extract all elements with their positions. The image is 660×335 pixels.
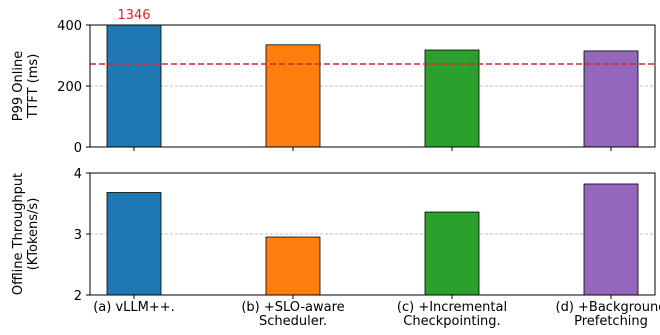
bar bbox=[424, 49, 480, 147]
y-axis-label: TTFT (ms) bbox=[26, 54, 41, 120]
y-tick-label: 200 bbox=[57, 80, 82, 95]
plot-area bbox=[106, 183, 639, 295]
y-tick-label: 4 bbox=[74, 167, 82, 182]
x-tick-label: (a) vLLM++. bbox=[93, 300, 175, 315]
x-tick-label: (c) +Incremental bbox=[397, 300, 507, 315]
x-tick-label: (d) +Background bbox=[556, 300, 660, 315]
y-axis-label: Offline Throughput bbox=[11, 173, 26, 295]
bar bbox=[106, 192, 162, 295]
bar bbox=[583, 183, 639, 295]
bar bbox=[265, 44, 321, 147]
y-axis-label: P99 Online bbox=[11, 51, 26, 121]
y-tick-label: 400 bbox=[57, 19, 82, 34]
x-tick-label: Scheduler. bbox=[259, 314, 327, 329]
bar bbox=[583, 50, 639, 147]
y-tick-label: 3 bbox=[74, 228, 82, 243]
axes-frame bbox=[89, 172, 656, 296]
x-tick-label: Prefetching bbox=[574, 314, 648, 329]
bar bbox=[424, 211, 480, 295]
plot-area bbox=[106, 25, 639, 147]
bar bbox=[265, 236, 321, 295]
bar bbox=[106, 25, 162, 147]
value-label: 1346 bbox=[117, 8, 150, 23]
y-axis-label: (KTokens/s) bbox=[26, 198, 41, 271]
y-tick-label: 0 bbox=[74, 141, 82, 156]
x-tick-label: (b) +SLO-aware bbox=[241, 300, 344, 315]
y-tick-label: 2 bbox=[74, 289, 82, 304]
axes-frame bbox=[89, 24, 656, 148]
x-tick-label: Checkpointing. bbox=[403, 314, 500, 329]
